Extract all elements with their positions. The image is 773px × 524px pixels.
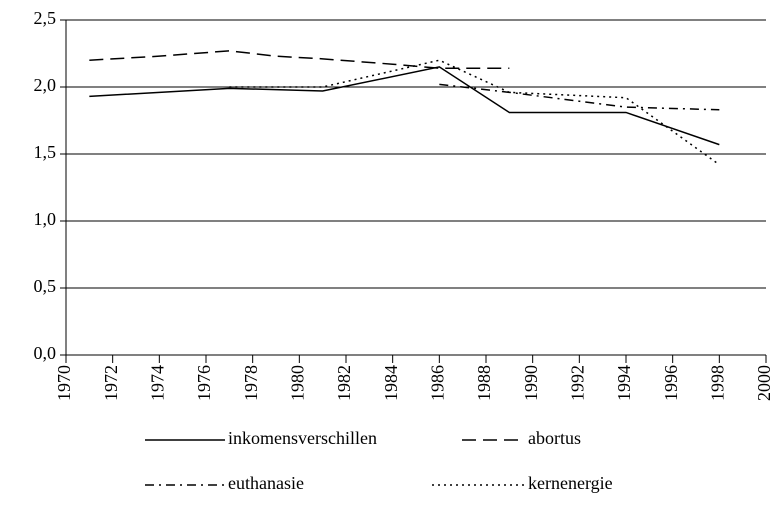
x-tick-label: 1984	[381, 365, 401, 401]
x-tick-label: 1974	[147, 365, 167, 401]
x-tick-label: 1970	[54, 365, 74, 401]
x-tick-label: 1996	[661, 365, 681, 401]
y-tick-label: 1,0	[34, 209, 57, 229]
y-tick-label: 1,5	[34, 142, 57, 162]
series-line	[89, 50, 510, 69]
x-tick-label: 1976	[194, 365, 214, 401]
x-tick-label: 1982	[334, 365, 354, 401]
series-line	[439, 83, 720, 111]
x-tick-label: 1994	[614, 365, 634, 401]
x-tick-label: 2000	[754, 365, 773, 401]
x-tick-label: 1980	[287, 365, 307, 401]
y-tick-label: 0,0	[34, 343, 57, 363]
legend-label: inkomensverschillen	[228, 428, 377, 448]
y-tick-label: 0,5	[34, 276, 57, 296]
series-line	[229, 59, 720, 166]
legend-label: abortus	[528, 428, 581, 448]
x-tick-label: 1986	[427, 365, 447, 401]
x-tick-label: 1998	[707, 365, 727, 401]
x-tick-label: 1988	[474, 365, 494, 401]
y-tick-label: 2,0	[34, 75, 57, 95]
x-tick-label: 1992	[567, 365, 587, 401]
y-tick-label: 2,5	[34, 8, 57, 28]
legend-label: kernenergie	[528, 473, 613, 493]
series-line	[89, 66, 720, 146]
x-tick-label: 1972	[101, 365, 121, 401]
legend-label: euthanasie	[228, 473, 304, 493]
x-tick-label: 1978	[241, 365, 261, 401]
x-tick-label: 1990	[521, 365, 541, 401]
